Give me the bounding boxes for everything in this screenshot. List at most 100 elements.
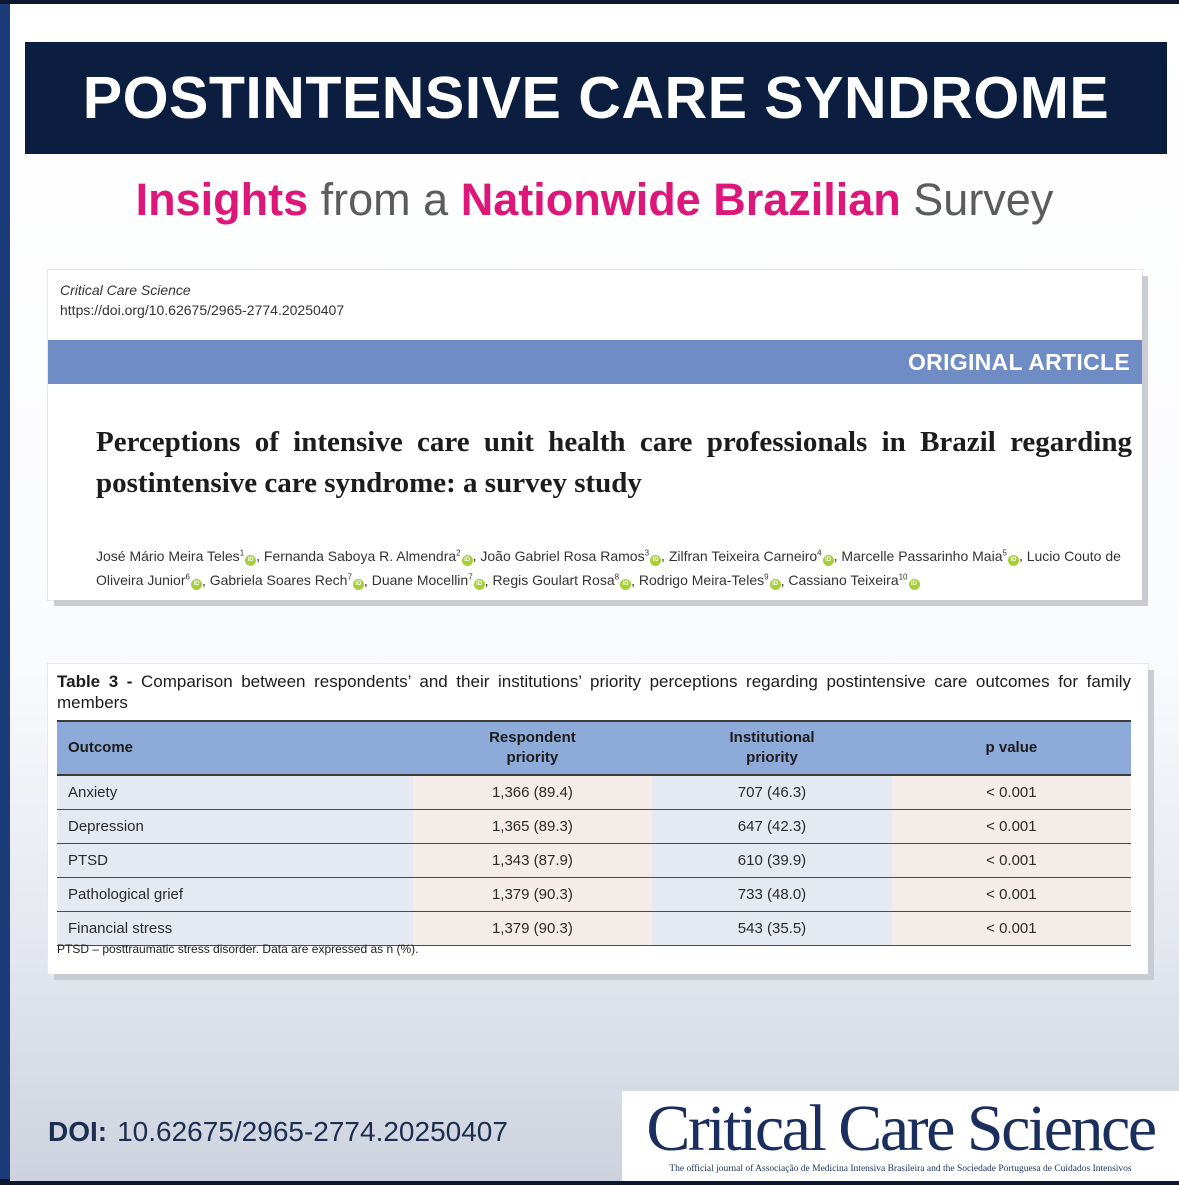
cell-outcome: Anxiety [57, 775, 413, 810]
author-entry: Cassiano Teixeira10iD [788, 572, 920, 591]
header-p-value: p value [891, 720, 1131, 776]
cell-institutional: 647 (42.3) [652, 809, 892, 844]
cell-p-value: < 0.001 [891, 843, 1131, 878]
cell-p-value: < 0.001 [891, 911, 1131, 946]
table-row: Financial stress 1,379 (90.3) 543 (35.5)… [57, 911, 1131, 946]
author-name: Marcelle Passarinho Maia [841, 547, 1003, 564]
header-institutional-line2: priority [746, 749, 798, 766]
banner-title: POSTINTENSIVE CARE SYNDROME [82, 65, 1110, 131]
article-type-label: ORIGINAL ARTICLE [907, 348, 1130, 375]
cell-outcome: Pathological grief [57, 877, 413, 912]
header-respondent-line2: priority [506, 749, 559, 766]
table-row: Anxiety 1,366 (89.4) 707 (46.3) < 0.001 [57, 775, 1131, 810]
author-entry: José Mário Meira Teles1iD [96, 547, 257, 566]
orcid-icon[interactable]: iD [245, 554, 257, 566]
article-card: Critical Care Science https://doi.org/10… [48, 270, 1142, 600]
author-entry: Duane Mocellin7iD [372, 572, 485, 591]
doi-url[interactable]: https://doi.org/10.62675/2965-2774.20250… [60, 302, 345, 318]
author-entry: Regis Goulart Rosa8iD [492, 572, 632, 591]
author-name: João Gabriel Rosa Ramos [480, 547, 645, 564]
author-name: José Mário Meira Teles [96, 547, 240, 564]
author-affiliation: 2 [456, 548, 461, 557]
header-respondent-priority: Respondent priority [412, 720, 653, 776]
author-name: Lucio Couto de Oliveira Junior [96, 547, 1121, 589]
article-title: Perceptions of intensive care unit healt… [96, 426, 1132, 499]
cell-p-value: < 0.001 [891, 809, 1131, 844]
author-entry: Zilfran Teixeira Carneiro4iD [668, 547, 834, 566]
cell-p-value: < 0.001 [891, 775, 1131, 810]
table-caption-text: Comparison between respondents’ and thei… [57, 672, 1131, 712]
author-name: Gabriela Soares Rech [209, 572, 348, 589]
orcid-icon[interactable]: iD [190, 579, 202, 591]
cell-p-value: < 0.001 [891, 877, 1131, 912]
cell-outcome: Depression [57, 809, 413, 844]
orcid-icon[interactable]: iD [769, 579, 781, 591]
cell-respondent: 1,379 (90.3) [412, 911, 653, 946]
author-affiliation: 8 [614, 572, 620, 582]
doi-footer-label: DOI: [48, 1116, 108, 1147]
subtitle-insights: Insights [135, 174, 309, 225]
orcid-icon[interactable]: iD [908, 579, 920, 591]
table-label: Table 3 - [57, 672, 133, 691]
poster-canvas: POSTINTENSIVE CARE SYNDROME Insights fro… [10, 4, 1179, 1181]
author-affiliation: 9 [764, 572, 769, 582]
orcid-icon[interactable]: iD [461, 554, 473, 566]
author-name: Fernanda Saboya R. Almendra [263, 547, 457, 564]
journal-logo-tagline: The official journal of Associação de Me… [669, 1164, 1132, 1174]
table-header-row: Outcome Respondent priority Institutional… [57, 720, 1131, 776]
table-card: Table 3 - Comparison between respondents… [48, 664, 1148, 974]
table-row: Depression 1,365 (89.3) 647 (42.3) < 0.0… [57, 809, 1131, 844]
author-list: José Mário Meira Teles1iD, Fernanda Sabo… [96, 547, 1121, 591]
orcid-icon[interactable]: iD [620, 579, 632, 591]
journal-name: Critical Care Science [60, 282, 191, 298]
cell-outcome: PTSD [57, 843, 413, 878]
author-name: Regis Goulart Rosa [492, 572, 615, 589]
author-affiliation: 1 [239, 548, 245, 557]
author-affiliation: 3 [644, 548, 650, 557]
doi-footer: DOI: 10.62675/2965-2774.20250407 [48, 1116, 508, 1148]
author-entry: Marcelle Passarinho Maia5iD [841, 547, 1019, 566]
header-respondent-line1: Respondent [489, 729, 576, 746]
table-row: Pathological grief 1,379 (90.3) 733 (48.… [57, 877, 1131, 912]
author-entry: Fernanda Saboya R. Almendra2iD [263, 547, 473, 566]
author-affiliation: 4 [817, 548, 822, 557]
cell-respondent: 1,366 (89.4) [412, 775, 653, 810]
orcid-icon[interactable]: iD [822, 554, 834, 566]
author-affiliation: 7 [468, 572, 473, 582]
cell-outcome: Financial stress [57, 911, 413, 946]
cell-institutional: 707 (46.3) [652, 775, 892, 810]
left-accent-bar [0, 4, 10, 1181]
journal-logo-name: Critical Care Science [646, 1092, 1157, 1165]
journal-logo: Critical Care Science The official journ… [622, 1091, 1179, 1181]
subtitle-survey: Survey [900, 174, 1054, 225]
cell-respondent: 1,379 (90.3) [412, 877, 653, 912]
orcid-icon[interactable]: iD [473, 579, 485, 591]
title-banner: POSTINTENSIVE CARE SYNDROME [25, 42, 1167, 154]
subtitle-nationwide-brazilian: Nationwide Brazilian [460, 174, 901, 225]
orcid-icon[interactable]: iD [650, 554, 662, 566]
table-caption: Table 3 - Comparison between respondents… [57, 671, 1131, 713]
cell-respondent: 1,365 (89.3) [412, 809, 653, 844]
header-institutional-priority: Institutional priority [652, 720, 892, 776]
author-entry: Lucio Couto de Oliveira Junior6iD [96, 547, 1121, 591]
header-institutional-line1: Institutional [729, 729, 815, 746]
author-entry: Gabriela Soares Rech7iD [209, 572, 364, 591]
author-affiliation: 5 [1002, 548, 1007, 557]
subtitle: Insights from a Nationwide Brazilian Sur… [10, 174, 1179, 226]
author-affiliation: 6 [185, 572, 190, 582]
bottom-edge [0, 1179, 1179, 1185]
author-name: Cassiano Teixeira [788, 572, 899, 589]
results-table: Outcome Respondent priority Institutional… [57, 720, 1131, 946]
author-entry: Rodrigo Meira-Teles9iD [639, 572, 781, 591]
author-name: Zilfran Teixeira Carneiro [668, 547, 818, 564]
doi-footer-value[interactable]: 10.62675/2965-2774.20250407 [117, 1116, 508, 1147]
orcid-icon[interactable]: iD [352, 579, 364, 591]
orcid-icon[interactable]: iD [1007, 554, 1019, 566]
author-entry: João Gabriel Rosa Ramos3iD [480, 547, 662, 566]
author-affiliation: 7 [347, 572, 352, 582]
cell-respondent: 1,343 (87.9) [412, 843, 653, 878]
table-footnote: PTSD – posttraumatic stress disorder. Da… [57, 942, 419, 956]
cell-institutional: 733 (48.0) [652, 877, 892, 912]
cell-institutional: 610 (39.9) [652, 843, 892, 878]
author-affiliation: 10 [898, 572, 908, 582]
